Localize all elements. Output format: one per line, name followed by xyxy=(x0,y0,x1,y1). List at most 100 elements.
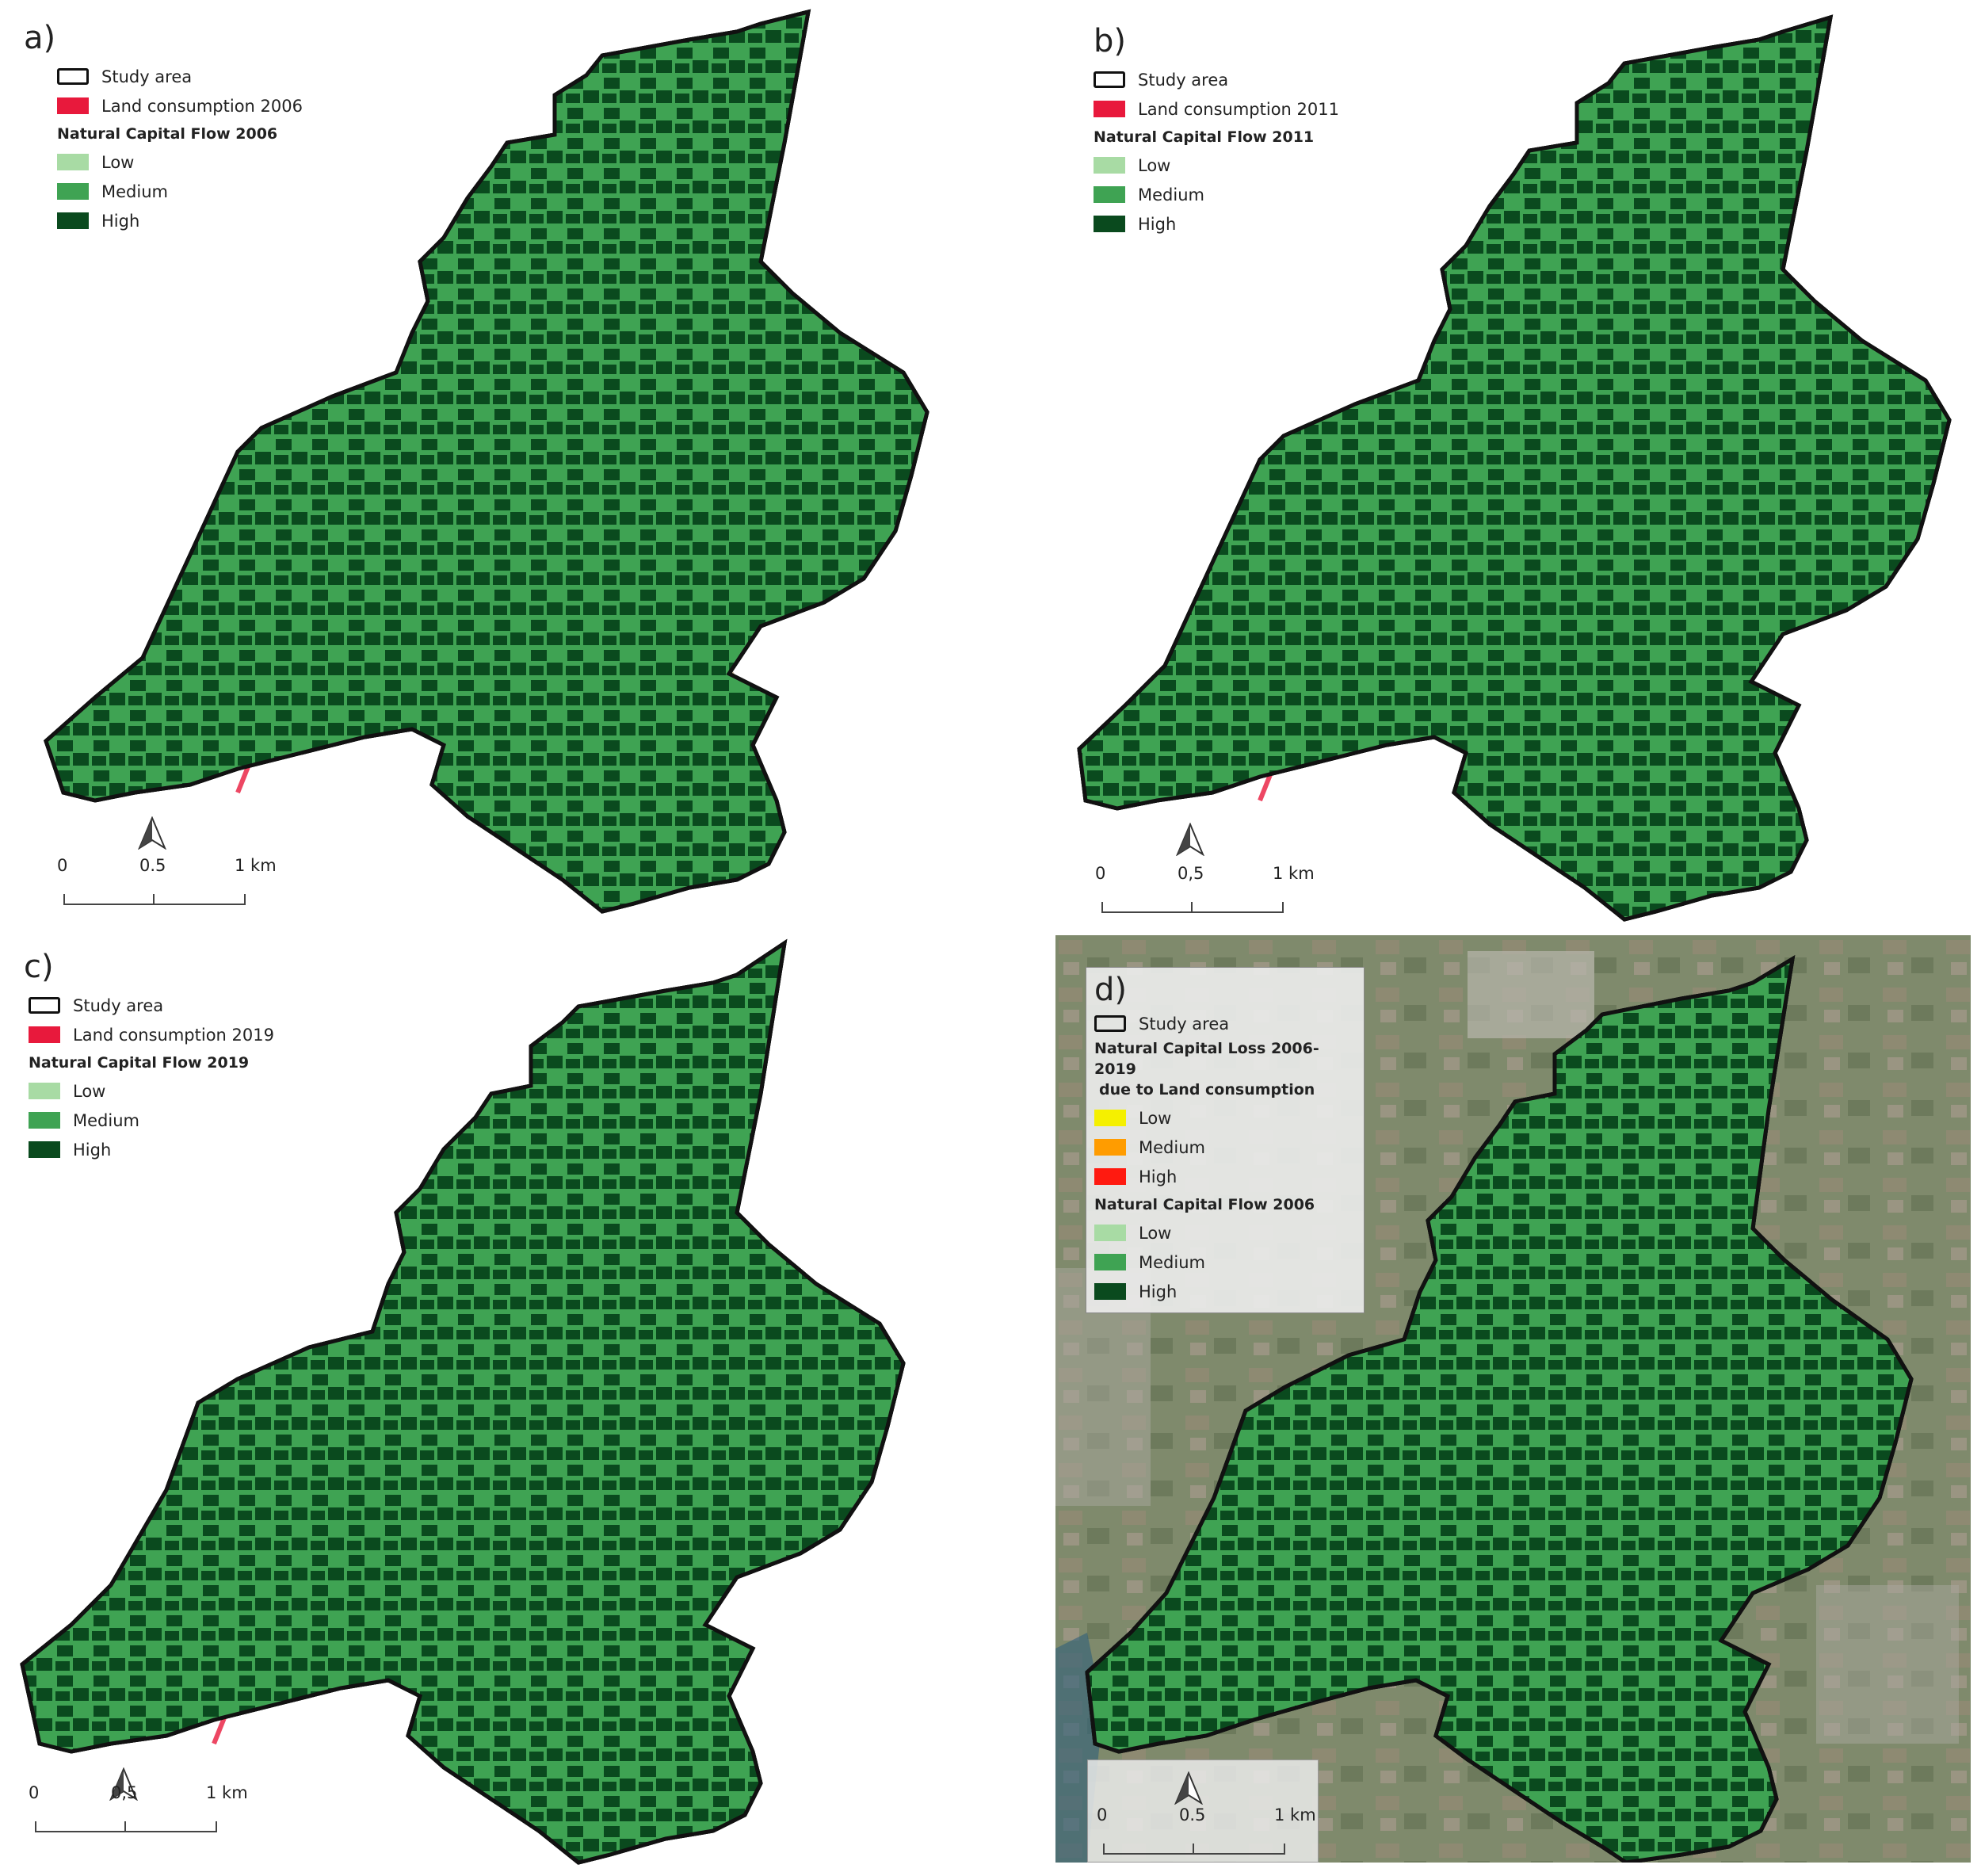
map-canvas-c xyxy=(20,938,906,1865)
scale-label: 0 xyxy=(57,856,68,875)
legend-low: Low xyxy=(1094,1218,1356,1247)
yellow-swatch xyxy=(1094,1110,1126,1126)
legend-label: High xyxy=(1139,1167,1178,1186)
scale-tick xyxy=(1191,902,1193,911)
scale-label: 0,5 xyxy=(111,1783,138,1802)
legend-flow-title: Natural Capital Flow 2006 xyxy=(1094,1196,1315,1213)
legend-label: High xyxy=(1139,1282,1178,1301)
scale-line xyxy=(63,894,246,905)
legend-flow-title: Natural Capital Flow 2011 xyxy=(1094,128,1315,146)
legend-label: Study area xyxy=(101,67,193,86)
legend-study-area: Study area xyxy=(1094,1009,1356,1038)
legend-label: High xyxy=(101,211,140,231)
legend-label: Medium xyxy=(1139,1137,1205,1157)
scale-bar: 0 0,5 1 km xyxy=(1095,864,1315,919)
red-swatch xyxy=(29,1026,60,1043)
legend-study-area: Study area xyxy=(57,62,303,91)
legend-land-consumption: Land consumption 2019 xyxy=(29,1020,274,1049)
scale-label: 1 km xyxy=(1274,1805,1316,1824)
legend-label: Low xyxy=(1139,1108,1172,1128)
legend-low: Low xyxy=(57,147,303,177)
green-swatch xyxy=(1094,186,1125,203)
light-green-swatch xyxy=(57,154,89,170)
light-green-swatch xyxy=(29,1083,60,1099)
legend-high: High xyxy=(1094,209,1339,239)
map-panel-b: b) Study area Land consumption 2011 Natu… xyxy=(1030,0,1981,927)
red-swatch xyxy=(1094,101,1125,117)
study-area-map xyxy=(44,9,929,914)
legend-loss-title-line-1: Natural Capital Loss 2006-2019 xyxy=(1094,1040,1319,1078)
scale-label: 1 km xyxy=(1273,864,1315,883)
red-swatch xyxy=(57,97,89,114)
legend-medium: Medium xyxy=(57,177,303,206)
legend-label: Low xyxy=(73,1081,106,1101)
legend-low: Low xyxy=(1094,151,1339,180)
legend-label: Medium xyxy=(101,181,168,201)
legend-study-area: Study area xyxy=(29,991,274,1020)
study-area-map xyxy=(20,938,906,1865)
study-area-map xyxy=(1077,14,1952,922)
legend-label: Medium xyxy=(1138,185,1204,204)
legend-high: High xyxy=(57,206,303,235)
legend-label: Land consumption 2006 xyxy=(101,96,303,116)
map-panel-d: d) Study area Natural Capital Loss 2006-… xyxy=(1055,935,1971,1863)
map-legend: Study area Land consumption 2006 Natural… xyxy=(57,62,303,235)
panel-letter: b) xyxy=(1094,23,1126,59)
green-swatch xyxy=(57,183,89,200)
legend-label: Medium xyxy=(73,1110,139,1130)
panel-letter: a) xyxy=(24,20,56,56)
legend-label: Land consumption 2011 xyxy=(1138,99,1339,119)
scale-label: 0 xyxy=(29,1783,40,1802)
legend-study-area: Study area xyxy=(1094,65,1339,94)
scale-bar: 0 0.5 1 km xyxy=(57,856,277,911)
scale-line xyxy=(35,1821,217,1832)
outline-swatch xyxy=(29,997,60,1014)
legend-label: Study area xyxy=(1138,70,1229,90)
legend-loss-low: Low xyxy=(1094,1103,1356,1133)
urban-area xyxy=(1816,1585,1959,1744)
map-legend: Study area Land consumption 2019 Natural… xyxy=(29,991,274,1164)
map-canvas-a xyxy=(44,9,929,914)
scale-label: 1 km xyxy=(206,1783,248,1802)
scale-tick xyxy=(1193,1844,1194,1853)
dark-green-swatch xyxy=(29,1141,60,1158)
north-arrow-icon xyxy=(138,816,166,850)
study-area-map xyxy=(1085,955,1914,1863)
map-panel-c: c) Study area Land consumption 2019 Natu… xyxy=(0,935,990,1870)
legend-label: Study area xyxy=(73,995,164,1015)
scale-label: 0 xyxy=(1095,864,1106,883)
legend-land-consumption: Land consumption 2006 xyxy=(57,91,303,120)
scale-bar: 0 0.5 1 km xyxy=(1097,1805,1316,1861)
legend-low: Low xyxy=(29,1076,274,1106)
scale-label: 0 xyxy=(1097,1805,1108,1824)
outline-swatch xyxy=(1094,1015,1126,1032)
legend-high: High xyxy=(1094,1277,1356,1306)
legend-label: Land consumption 2019 xyxy=(73,1025,274,1045)
panel-letter: d) xyxy=(1094,972,1127,1008)
legend-loss-high: High xyxy=(1094,1162,1356,1191)
map-panel-a: a) Study area Land consumption 2006 Natu… xyxy=(0,0,990,927)
north-arrow-icon xyxy=(1174,1771,1203,1805)
scale-label: 1 km xyxy=(235,856,277,875)
north-arrow-icon xyxy=(1176,823,1204,856)
legend-loss-medium: Medium xyxy=(1094,1133,1356,1162)
legend-label: Low xyxy=(101,152,135,172)
scale-tick xyxy=(153,894,155,904)
light-green-swatch xyxy=(1094,157,1125,174)
urban-area xyxy=(1468,951,1594,1038)
legend-label: Low xyxy=(1138,155,1171,175)
green-swatch xyxy=(29,1112,60,1129)
legend-label: High xyxy=(73,1140,112,1160)
scale-label: 0.5 xyxy=(139,856,166,875)
legend-high: High xyxy=(29,1135,274,1164)
legend-flow-title: Natural Capital Flow 2006 xyxy=(57,125,278,143)
legend-flow-title: Natural Capital Flow 2019 xyxy=(29,1054,250,1072)
legend-label: Medium xyxy=(1139,1252,1205,1272)
legend-medium: Medium xyxy=(1094,180,1339,209)
scale-line xyxy=(1103,1844,1285,1855)
orange-swatch xyxy=(1094,1139,1126,1156)
map-canvas-d xyxy=(1055,935,1971,1863)
legend-loss-title-line-2: due to Land consumption xyxy=(1099,1081,1315,1098)
scale-bar: 0 0,5 1 km xyxy=(29,1783,248,1839)
legend-label: High xyxy=(1138,214,1177,234)
